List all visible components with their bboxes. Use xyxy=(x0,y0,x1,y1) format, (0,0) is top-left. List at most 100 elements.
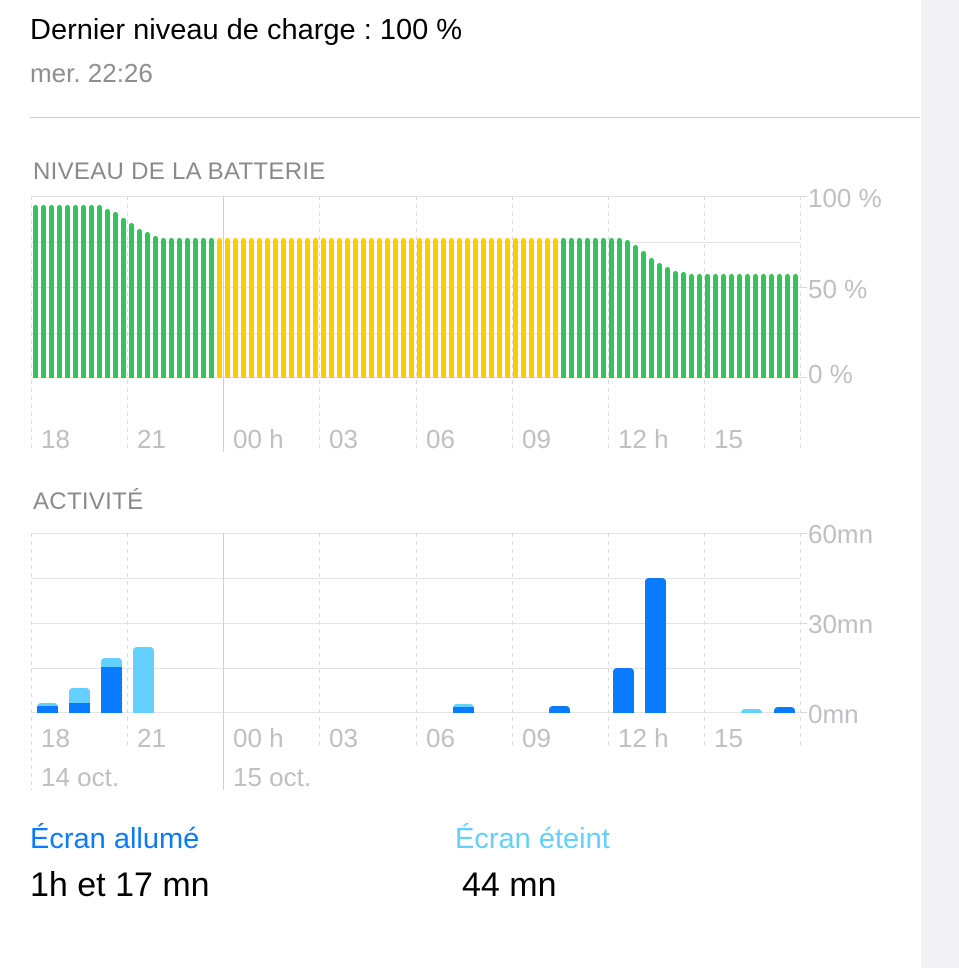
battery-bar[interactable] xyxy=(769,274,774,378)
battery-bar[interactable] xyxy=(49,205,54,378)
battery-bar[interactable] xyxy=(121,217,126,378)
battery-bar[interactable] xyxy=(97,205,102,378)
battery-bar[interactable] xyxy=(297,237,302,378)
activity-bar[interactable] xyxy=(36,702,58,713)
battery-bar[interactable] xyxy=(65,205,70,378)
battery-bar[interactable] xyxy=(465,237,470,378)
battery-bar[interactable] xyxy=(393,237,398,378)
activity-bar[interactable] xyxy=(453,704,474,713)
battery-bar[interactable] xyxy=(737,274,742,378)
battery-bar[interactable] xyxy=(785,274,790,378)
battery-bar[interactable] xyxy=(593,237,598,378)
battery-bar[interactable] xyxy=(569,237,574,378)
battery-bar[interactable] xyxy=(457,237,462,378)
battery-bar[interactable] xyxy=(329,237,334,378)
battery-bar[interactable] xyxy=(505,237,510,378)
battery-bar[interactable] xyxy=(441,237,446,378)
battery-bar[interactable] xyxy=(633,245,638,378)
battery-bar[interactable] xyxy=(409,237,414,378)
activity-bar[interactable] xyxy=(100,657,122,713)
battery-bar[interactable] xyxy=(681,272,686,378)
battery-bar[interactable] xyxy=(337,237,342,378)
battery-bar[interactable] xyxy=(721,274,726,378)
activity-bar[interactable] xyxy=(613,668,635,713)
battery-bar[interactable] xyxy=(137,228,142,378)
battery-bar[interactable] xyxy=(433,237,438,378)
battery-bar[interactable] xyxy=(265,237,270,378)
battery-bar[interactable] xyxy=(625,239,630,378)
battery-bar[interactable] xyxy=(89,205,94,378)
activity-chart[interactable] xyxy=(31,533,807,790)
battery-bar[interactable] xyxy=(449,237,454,378)
battery-bar[interactable] xyxy=(481,237,486,378)
battery-bar[interactable] xyxy=(713,274,718,378)
battery-bar[interactable] xyxy=(417,237,422,378)
battery-bar[interactable] xyxy=(353,237,358,378)
battery-bar[interactable] xyxy=(497,237,502,378)
battery-bar[interactable] xyxy=(545,237,550,378)
battery-bar[interactable] xyxy=(753,274,758,378)
battery-bar[interactable] xyxy=(305,237,310,378)
battery-bar[interactable] xyxy=(761,274,766,378)
battery-bar[interactable] xyxy=(473,237,478,378)
battery-bar[interactable] xyxy=(665,267,670,378)
battery-bar[interactable] xyxy=(561,237,566,378)
battery-bar[interactable] xyxy=(145,232,150,378)
activity-bar[interactable] xyxy=(645,578,667,713)
battery-bar[interactable] xyxy=(225,237,230,378)
battery-bar[interactable] xyxy=(185,237,190,378)
activity-bar[interactable] xyxy=(773,707,795,713)
battery-bar[interactable] xyxy=(377,237,382,378)
battery-bar[interactable] xyxy=(697,274,702,378)
battery-bar[interactable] xyxy=(57,205,62,378)
battery-bar[interactable] xyxy=(577,237,582,378)
battery-bar[interactable] xyxy=(553,237,558,378)
activity-bar[interactable] xyxy=(549,706,571,713)
battery-bar[interactable] xyxy=(321,237,326,378)
battery-bar[interactable] xyxy=(193,237,198,378)
battery-bar[interactable] xyxy=(609,237,614,378)
battery-bar[interactable] xyxy=(673,270,678,378)
battery-bar[interactable] xyxy=(369,237,374,378)
battery-bar[interactable] xyxy=(489,237,494,378)
battery-bar[interactable] xyxy=(33,205,38,378)
battery-bar[interactable] xyxy=(729,274,734,378)
battery-bar[interactable] xyxy=(385,237,390,378)
battery-bar[interactable] xyxy=(777,274,782,378)
battery-bar[interactable] xyxy=(105,208,110,378)
battery-bar[interactable] xyxy=(113,212,118,378)
battery-bar[interactable] xyxy=(161,237,166,378)
battery-bar[interactable] xyxy=(153,236,158,378)
activity-bar[interactable] xyxy=(741,709,763,713)
battery-bar[interactable] xyxy=(281,237,286,378)
battery-bar[interactable] xyxy=(641,250,646,378)
battery-bar[interactable] xyxy=(585,237,590,378)
battery-bar[interactable] xyxy=(649,257,654,378)
battery-bar[interactable] xyxy=(169,237,174,378)
activity-bar[interactable] xyxy=(132,647,154,713)
battery-bar[interactable] xyxy=(689,274,694,378)
battery-bar[interactable] xyxy=(705,274,710,378)
battery-bar[interactable] xyxy=(209,237,214,378)
battery-level-chart[interactable] xyxy=(31,196,807,452)
battery-bar[interactable] xyxy=(273,237,278,378)
battery-bar[interactable] xyxy=(617,237,622,378)
battery-bar[interactable] xyxy=(313,237,318,378)
battery-bar[interactable] xyxy=(793,274,798,378)
battery-bar[interactable] xyxy=(41,205,46,378)
battery-bar[interactable] xyxy=(657,263,662,378)
battery-bar[interactable] xyxy=(529,237,534,378)
activity-bar[interactable] xyxy=(68,687,90,713)
battery-bar[interactable] xyxy=(745,274,750,378)
battery-bar[interactable] xyxy=(201,237,206,378)
battery-bar[interactable] xyxy=(217,237,222,378)
battery-bar[interactable] xyxy=(425,237,430,378)
battery-bar[interactable] xyxy=(537,237,542,378)
battery-bar[interactable] xyxy=(601,237,606,378)
battery-bar[interactable] xyxy=(233,237,238,378)
battery-bar[interactable] xyxy=(241,237,246,378)
battery-bar[interactable] xyxy=(81,205,86,378)
battery-bar[interactable] xyxy=(401,237,406,378)
battery-bar[interactable] xyxy=(257,237,262,378)
battery-bar[interactable] xyxy=(345,237,350,378)
